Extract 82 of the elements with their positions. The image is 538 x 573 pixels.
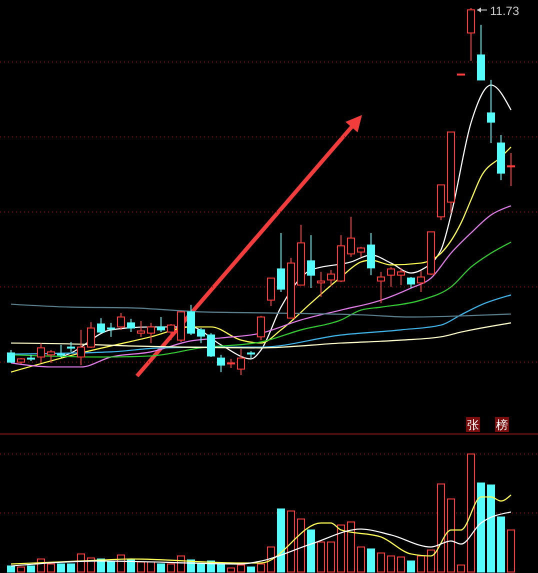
bar: [327, 542, 335, 572]
candlestick: [207, 332, 215, 358]
bar: [257, 563, 265, 572]
candlestick: [137, 320, 145, 338]
candlestick: [87, 322, 95, 348]
bar: [7, 565, 15, 572]
candlestick: [327, 270, 335, 286]
bar: [397, 556, 405, 572]
bar: [127, 559, 135, 572]
bar: [367, 548, 375, 572]
candlestick: [307, 234, 315, 289]
annotation: 11.73: [490, 4, 520, 18]
candlestick: [487, 79, 495, 144]
candlestick: [377, 271, 385, 304]
bar: [457, 564, 465, 572]
bar: [487, 484, 495, 572]
candlestick: [127, 318, 135, 333]
candlestick: [417, 270, 425, 293]
bar: [387, 555, 395, 572]
bar: [167, 563, 175, 572]
bar: [237, 564, 245, 572]
bar: [357, 546, 365, 572]
bar: [427, 550, 435, 572]
candlestick: [47, 350, 55, 364]
candlestick: [147, 322, 155, 344]
bar: [197, 563, 205, 572]
bar: [17, 566, 25, 572]
bar: [227, 567, 235, 572]
bar: [347, 521, 355, 572]
candlestick: [217, 354, 225, 373]
candlestick: [467, 8, 475, 62]
candlestick: [397, 267, 405, 286]
candlestick: [367, 232, 375, 276]
bar: [497, 516, 505, 572]
bar: [407, 560, 415, 572]
candlestick: [167, 323, 175, 341]
candlestick: [77, 329, 85, 366]
candlestick: [267, 278, 275, 307]
bar: [467, 454, 475, 572]
bar: [147, 561, 155, 572]
candlestick: [387, 266, 395, 288]
bar: [267, 546, 275, 572]
bar: [287, 510, 295, 572]
candlestick: [7, 350, 15, 364]
bar: [377, 552, 385, 572]
candlestick: [117, 312, 125, 330]
candlestick: [257, 315, 265, 341]
bar: [157, 563, 165, 572]
bar: [277, 508, 285, 572]
candlestick: [317, 271, 325, 298]
bar: [477, 482, 485, 572]
bar: [417, 555, 425, 572]
bar: [297, 518, 305, 572]
bar: [57, 563, 65, 572]
candlestick: [237, 348, 245, 376]
candlestick: [187, 304, 195, 336]
bar: [137, 561, 145, 572]
candlestick: [357, 246, 365, 258]
bar: [317, 542, 325, 572]
bar: [307, 529, 315, 572]
candlestick: [277, 232, 285, 293]
candlestick: [67, 341, 75, 352]
candlestick: [97, 318, 105, 334]
candlestick: [197, 328, 205, 344]
candlestick: [227, 358, 235, 369]
candlestick: [347, 216, 355, 258]
candlestick: [507, 152, 515, 186]
candlestick: [157, 316, 165, 333]
bar: [247, 566, 255, 572]
bar: [507, 529, 515, 572]
bar: [447, 498, 455, 572]
candlestick: [107, 322, 115, 338]
candlestick: [57, 344, 65, 358]
candlestick: [37, 342, 45, 364]
bar: [27, 565, 35, 572]
bar: [47, 563, 55, 572]
bar: [67, 563, 75, 572]
bar: [437, 483, 445, 572]
bar: [217, 563, 225, 572]
candlestick: [407, 276, 415, 289]
bar: [337, 524, 345, 572]
bar: [107, 561, 115, 572]
